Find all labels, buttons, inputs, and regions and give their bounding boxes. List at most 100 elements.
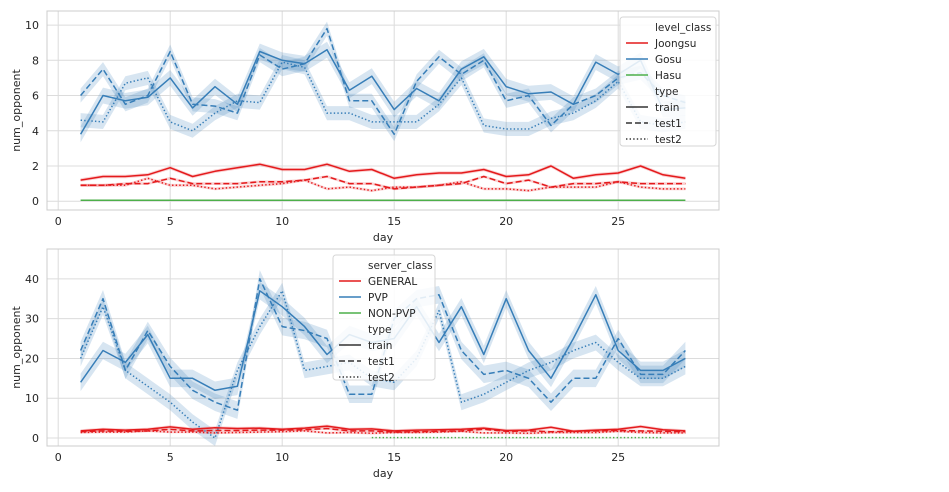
data-point-gosu-train <box>259 50 261 52</box>
data-point-pvp-test2 <box>236 369 238 371</box>
data-point-gosu-test1 <box>572 103 574 105</box>
data-point-joongsu-train <box>684 177 686 179</box>
data-point-gosu-test2 <box>393 121 395 123</box>
data-point-pvp-test1 <box>662 373 664 375</box>
data-point-pvp-train <box>281 306 283 308</box>
data-point-pvp-test1 <box>102 298 104 300</box>
data-point-gosu-test2 <box>505 128 507 130</box>
data-point-joongsu-test2 <box>662 188 664 190</box>
data-point-gosu-train <box>371 75 373 77</box>
data-point-general-test2 <box>326 432 328 434</box>
data-point-joongsu-train <box>438 172 440 174</box>
data-point-joongsu-test1 <box>527 179 529 181</box>
data-point-pvp-train <box>214 389 216 391</box>
data-point-gosu-test2 <box>236 100 238 102</box>
data-point-joongsu-train <box>505 175 507 177</box>
data-point-gosu-test2 <box>460 77 462 79</box>
data-point-joongsu-train <box>460 172 462 174</box>
data-point-joongsu-test2 <box>550 186 552 188</box>
data-point-general-test2 <box>617 430 619 432</box>
data-point-joongsu-test2 <box>527 189 529 191</box>
data-point-general-test2 <box>169 431 171 433</box>
x-tick-label: 10 <box>275 215 289 228</box>
data-point-pvp-train <box>572 337 574 339</box>
x-tick-label: 25 <box>611 451 625 464</box>
data-point-gosu-test1 <box>371 100 373 102</box>
data-point-pvp-test2 <box>595 341 597 343</box>
data-point-pvp-train <box>124 361 126 363</box>
legend-label-general: GENERAL <box>368 276 417 288</box>
data-point-gosu-test1 <box>595 94 597 96</box>
x-tick-label: 20 <box>499 451 513 464</box>
data-point-pvp-test2 <box>550 361 552 363</box>
data-point-joongsu-train <box>281 168 283 170</box>
data-point-general-test1 <box>483 428 485 430</box>
data-point-joongsu-test1 <box>371 182 373 184</box>
data-point-pvp-test2 <box>169 401 171 403</box>
data-point-joongsu-train <box>303 168 305 170</box>
data-point-pvp-test1 <box>348 393 350 395</box>
legend-label-test1: test1 <box>655 118 682 130</box>
data-point-gosu-test1 <box>617 77 619 79</box>
data-point-joongsu-train <box>147 174 149 176</box>
data-point-pvp-train <box>595 294 597 296</box>
data-point-general-test2 <box>438 431 440 433</box>
data-point-pvp-test2 <box>102 306 104 308</box>
data-point-joongsu-test2 <box>259 184 261 186</box>
y-tick-label: 10 <box>25 19 39 32</box>
data-point-gosu-test1 <box>169 50 171 52</box>
x-tick-label: 5 <box>167 215 174 228</box>
data-point-pvp-test2 <box>303 369 305 371</box>
data-point-joongsu-train <box>79 179 81 181</box>
y-tick-label: 4 <box>32 125 39 138</box>
data-point-gosu-train <box>169 77 171 79</box>
data-point-joongsu-test1 <box>326 175 328 177</box>
data-point-gosu-test2 <box>281 61 283 63</box>
legend-label-test2: test2 <box>368 372 395 384</box>
legend-box <box>619 16 717 147</box>
legend-label-pvp: PVP <box>368 292 388 304</box>
data-point-pvp-test1 <box>639 373 641 375</box>
data-point-gosu-train <box>595 61 597 63</box>
data-point-pvp-test2 <box>505 381 507 383</box>
y-tick-label: 2 <box>32 160 39 173</box>
data-point-general-test2 <box>505 432 507 434</box>
x-tick-label: 20 <box>499 215 513 228</box>
data-point-pvp-test1 <box>505 369 507 371</box>
data-point-gosu-test2 <box>259 101 261 103</box>
data-point-general-test2 <box>303 430 305 432</box>
data-point-general-train <box>326 425 328 427</box>
data-point-joongsu-test2 <box>684 188 686 190</box>
data-point-general-test2 <box>124 431 126 433</box>
data-point-gosu-test2 <box>617 80 619 82</box>
data-point-gosu-test2 <box>527 128 529 130</box>
data-point-gosu-test1 <box>393 133 395 135</box>
data-point-pvp-train <box>236 385 238 387</box>
data-point-general-test2 <box>684 432 686 434</box>
data-point-gosu-test2 <box>550 117 552 119</box>
plot-frame <box>46 248 720 447</box>
legend-title: server_class <box>368 260 433 272</box>
data-point-joongsu-test2 <box>438 184 440 186</box>
y-tick-label: 40 <box>25 273 39 286</box>
data-point-pvp-test2 <box>617 361 619 363</box>
data-point-joongsu-test2 <box>348 186 350 188</box>
data-point-joongsu-train <box>393 177 395 179</box>
data-point-pvp-train <box>639 369 641 371</box>
data-point-gosu-test2 <box>595 100 597 102</box>
data-point-pvp-train <box>169 377 171 379</box>
legend: level_class Joongsu Gosu Hasu type train test1… <box>619 16 717 147</box>
data-point-joongsu-train <box>527 174 529 176</box>
data-point-general-test2 <box>371 432 373 434</box>
data-point-gosu-test1 <box>124 103 126 105</box>
data-point-gosu-test1 <box>326 27 328 29</box>
data-point-joongsu-test1 <box>639 182 641 184</box>
legend-label-joongsu: Joongsu <box>654 38 696 50</box>
legend: server_class GENERAL PVP NON-PVP type train te… <box>332 254 436 384</box>
data-point-gosu-test2 <box>438 103 440 105</box>
data-point-general-test2 <box>572 431 574 433</box>
data-point-pvp-test2 <box>124 369 126 371</box>
legend-label-non-pvp: NON-PVP <box>368 308 416 320</box>
data-point-pvp-test2 <box>326 365 328 367</box>
